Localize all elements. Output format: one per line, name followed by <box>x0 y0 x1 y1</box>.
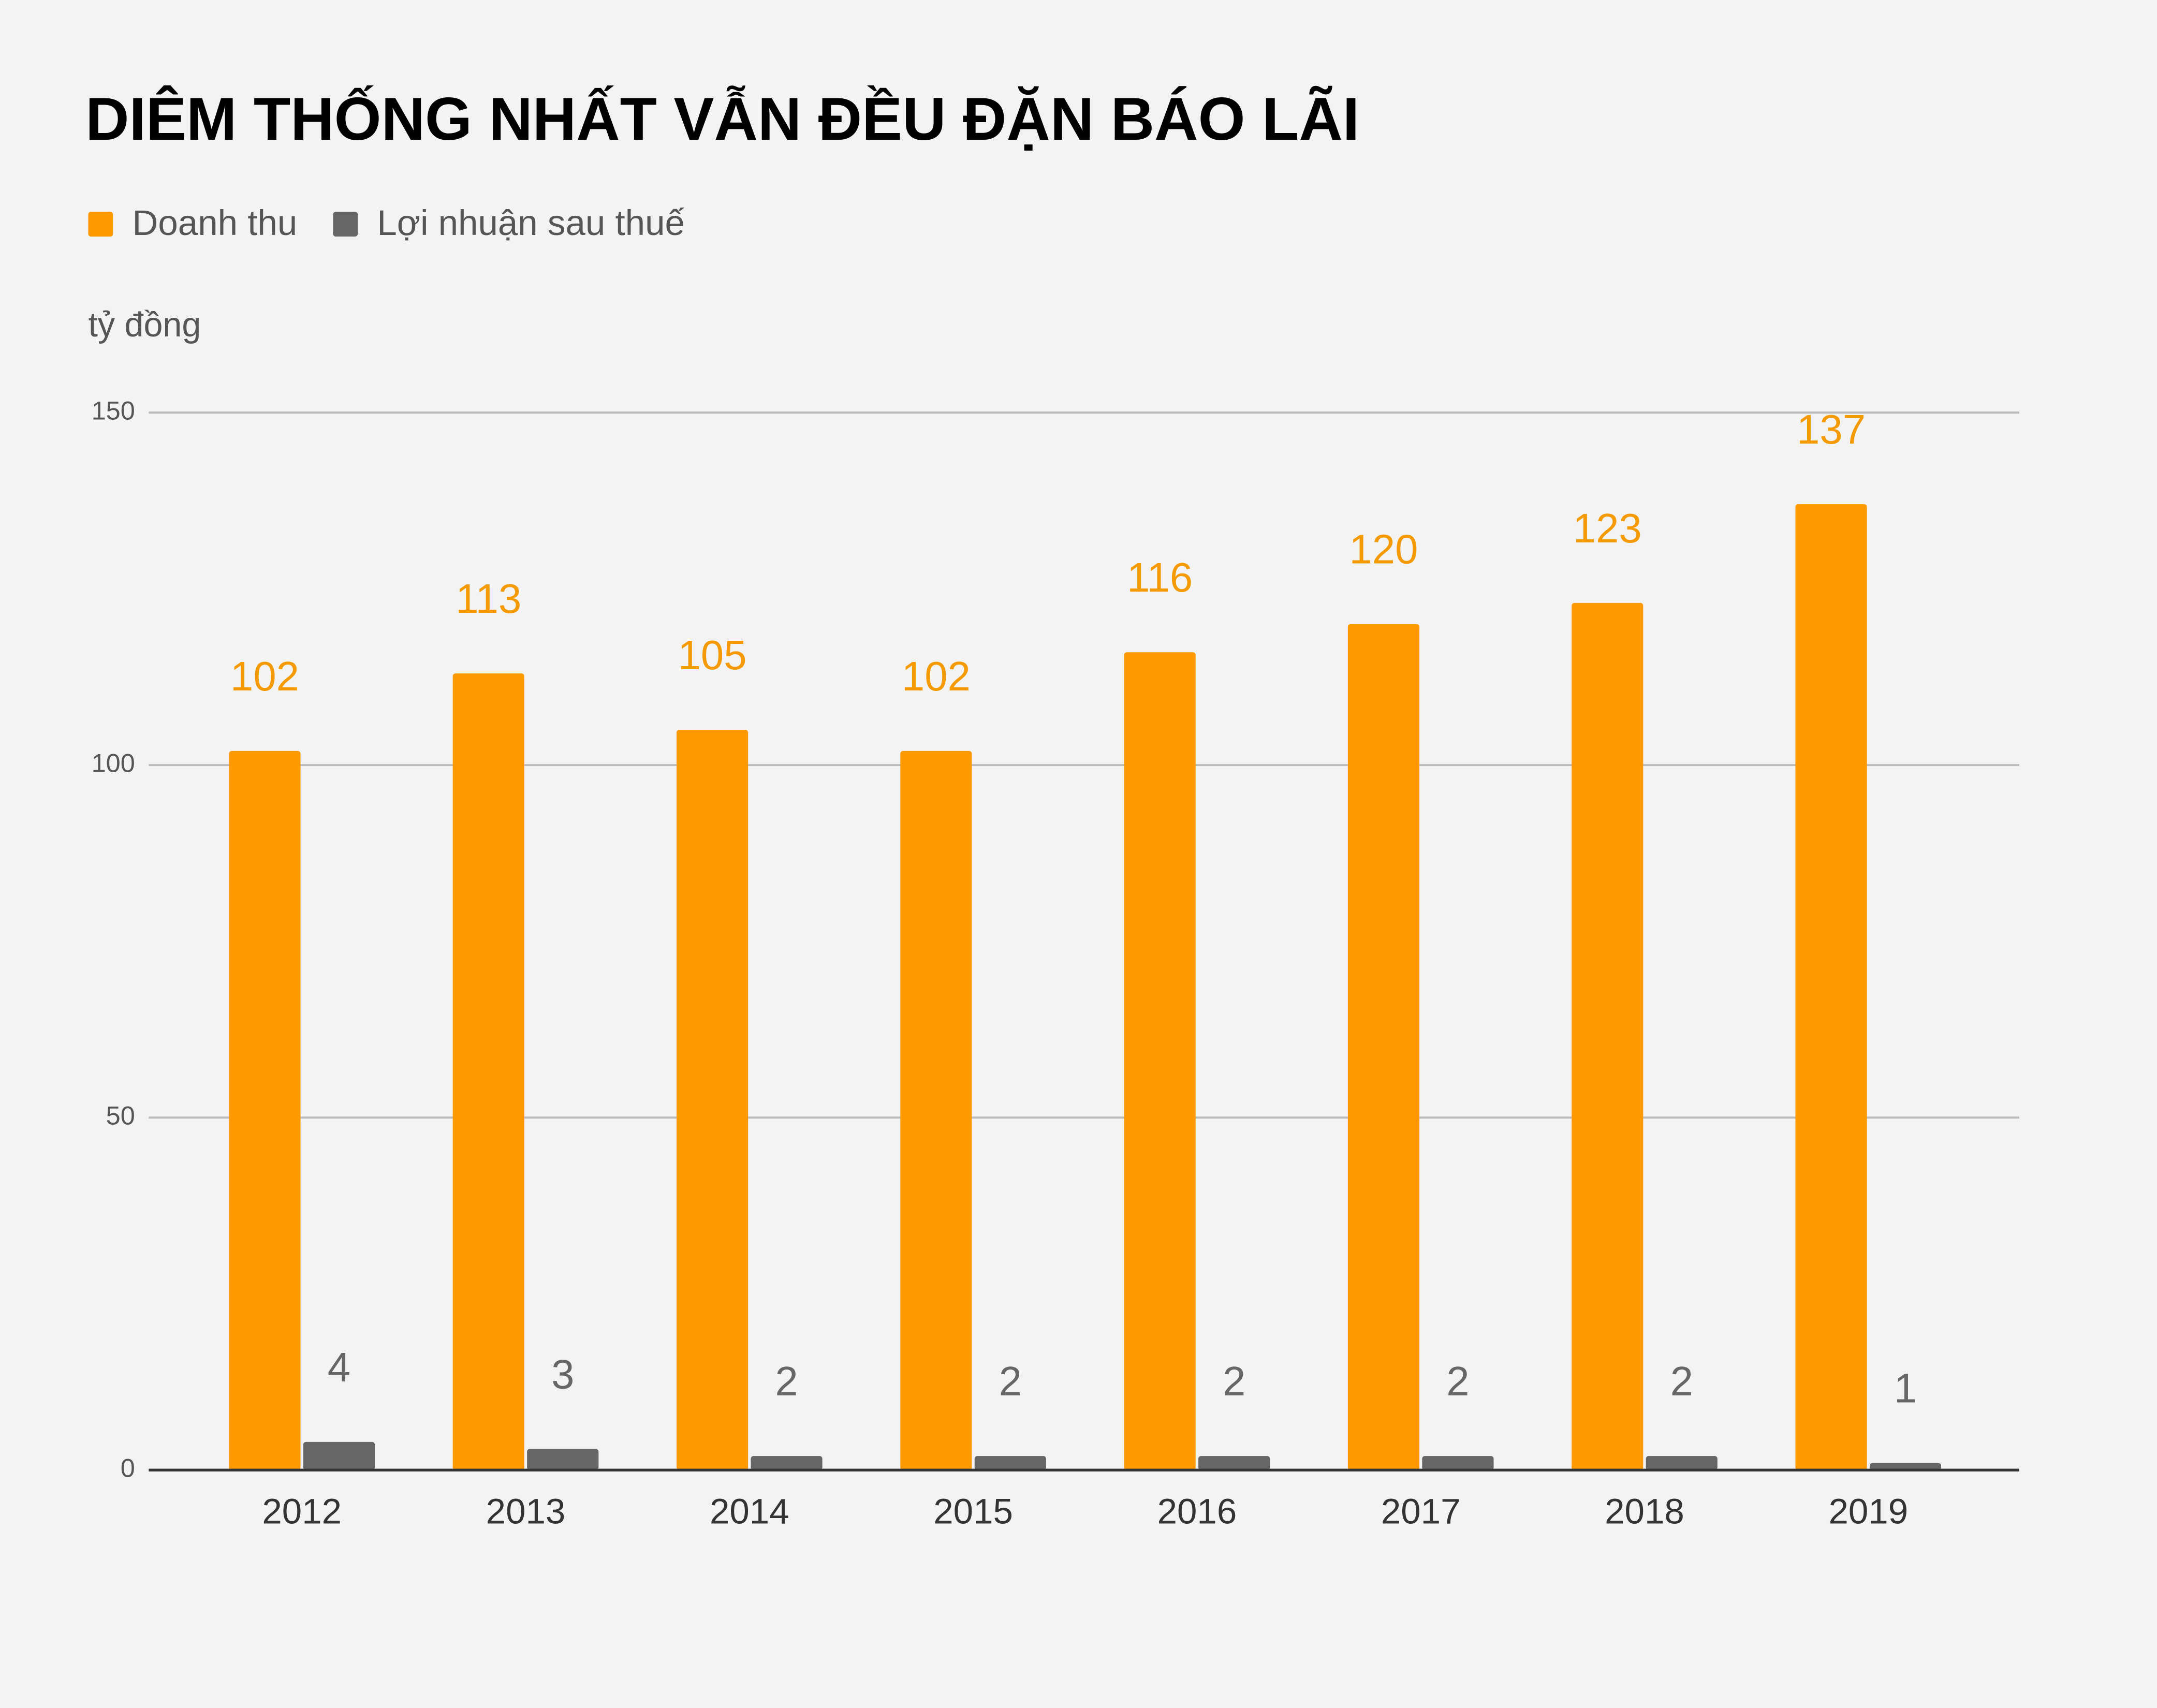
bar <box>303 1441 375 1470</box>
x-tick-label: 2017 <box>1381 1491 1461 1532</box>
legend-label: Doanh thu <box>132 202 297 243</box>
bar <box>1422 1456 1494 1470</box>
bar <box>974 1456 1046 1470</box>
data-label: 3 <box>551 1351 574 1397</box>
data-label: 4 <box>328 1344 350 1390</box>
data-label: 102 <box>230 653 299 699</box>
bar <box>452 673 524 1470</box>
bar <box>229 750 301 1470</box>
data-label: 2 <box>1670 1358 1693 1404</box>
data-label: 102 <box>902 653 971 699</box>
legend-label: Lợi nhuận sau thuế <box>377 202 685 243</box>
bar <box>1646 1456 1718 1470</box>
legend-swatch <box>333 212 358 237</box>
bar <box>527 1449 599 1470</box>
bar <box>1198 1456 1270 1470</box>
data-label: 2 <box>775 1358 798 1404</box>
bar <box>1869 1463 1942 1470</box>
y-tick-label: 100 <box>92 748 135 778</box>
bar <box>900 750 972 1470</box>
data-label: 105 <box>678 632 747 678</box>
x-tick-label: 2014 <box>710 1491 789 1532</box>
data-label: 113 <box>456 576 521 622</box>
x-tick-label: 2013 <box>486 1491 566 1532</box>
bar <box>1572 602 1644 1470</box>
y-axis-label: tỷ đồng <box>88 306 201 344</box>
x-tick-label: 2015 <box>933 1491 1013 1532</box>
data-label: 2 <box>999 1358 1022 1404</box>
bar <box>1347 624 1420 1470</box>
x-tick-label: 2012 <box>262 1491 342 1532</box>
y-tick-label: 50 <box>106 1101 135 1130</box>
data-label: 116 <box>1127 554 1193 600</box>
y-tick-label: 150 <box>92 395 135 425</box>
data-label: 2 <box>1223 1358 1245 1404</box>
legend-swatch <box>88 212 113 237</box>
data-label: 1 <box>1894 1365 1917 1411</box>
data-label: 120 <box>1349 526 1418 572</box>
data-label: 2 <box>1446 1358 1469 1404</box>
bar <box>1795 504 1867 1470</box>
bar <box>751 1456 823 1470</box>
x-tick-label: 2018 <box>1605 1491 1684 1532</box>
x-tick-label: 2016 <box>1157 1491 1237 1532</box>
bar <box>1124 652 1196 1470</box>
bar <box>676 730 749 1470</box>
chart-title: DIÊM THỐNG NHẤT VẪN ĐỀU ĐẶN BÁO LÃI <box>85 85 1359 153</box>
data-label: 137 <box>1797 406 1866 452</box>
y-tick-label: 0 <box>121 1453 135 1483</box>
data-label: 123 <box>1573 505 1642 551</box>
x-tick-label: 2019 <box>1828 1491 1908 1532</box>
